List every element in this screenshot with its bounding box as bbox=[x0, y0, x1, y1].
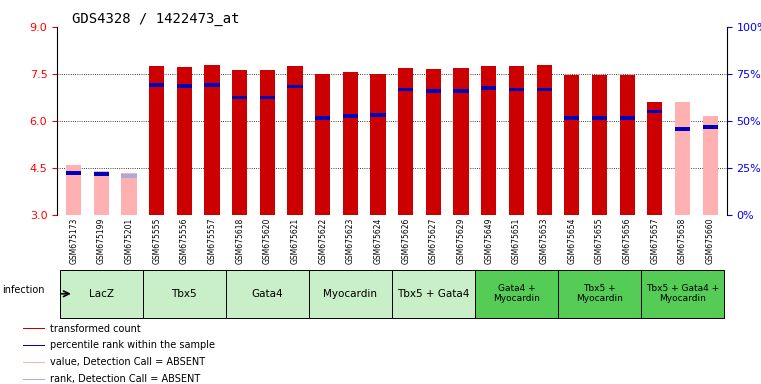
Bar bbox=[592, 116, 607, 120]
Bar bbox=[371, 113, 386, 117]
Bar bbox=[94, 172, 109, 176]
Bar bbox=[122, 173, 137, 215]
Bar bbox=[675, 127, 690, 131]
Bar bbox=[143, 270, 226, 318]
Text: LacZ: LacZ bbox=[89, 289, 114, 299]
Bar bbox=[641, 270, 724, 318]
Text: Gata4: Gata4 bbox=[252, 289, 283, 299]
Bar bbox=[675, 101, 690, 215]
Text: value, Detection Call = ABSENT: value, Detection Call = ABSENT bbox=[50, 358, 205, 367]
Bar bbox=[564, 116, 579, 120]
Bar bbox=[66, 165, 81, 215]
Text: GSM675621: GSM675621 bbox=[291, 218, 300, 264]
Bar bbox=[537, 88, 552, 91]
Text: GSM675556: GSM675556 bbox=[180, 218, 189, 264]
Text: Tbx5 +
Myocardin: Tbx5 + Myocardin bbox=[576, 284, 623, 303]
Bar bbox=[619, 75, 635, 215]
Text: GSM675622: GSM675622 bbox=[318, 218, 327, 264]
Bar bbox=[426, 89, 441, 93]
Text: Myocardin: Myocardin bbox=[323, 289, 377, 299]
Bar bbox=[66, 171, 81, 175]
Bar bbox=[342, 72, 358, 215]
Bar bbox=[23, 379, 45, 380]
Bar bbox=[260, 70, 275, 215]
Bar bbox=[315, 116, 330, 120]
Text: GSM675626: GSM675626 bbox=[401, 218, 410, 264]
Text: GSM675655: GSM675655 bbox=[595, 218, 604, 264]
Bar bbox=[371, 74, 386, 215]
Bar bbox=[288, 66, 303, 215]
Text: GSM675656: GSM675656 bbox=[622, 218, 632, 264]
Text: Tbx5 + Gata4 +
Myocardin: Tbx5 + Gata4 + Myocardin bbox=[646, 284, 719, 303]
Bar bbox=[309, 270, 392, 318]
Bar bbox=[454, 68, 469, 215]
Bar bbox=[94, 171, 109, 215]
Bar bbox=[481, 66, 496, 215]
Bar bbox=[60, 270, 143, 318]
Text: percentile rank within the sample: percentile rank within the sample bbox=[50, 341, 215, 351]
Bar bbox=[232, 96, 247, 99]
Text: GSM675623: GSM675623 bbox=[346, 218, 355, 264]
Bar bbox=[315, 74, 330, 215]
Bar bbox=[702, 125, 718, 129]
Text: GSM675658: GSM675658 bbox=[678, 218, 687, 264]
Bar bbox=[122, 174, 137, 178]
Bar bbox=[454, 89, 469, 93]
Bar bbox=[23, 362, 45, 363]
Bar bbox=[702, 116, 718, 215]
Bar bbox=[426, 69, 441, 215]
Text: Gata4 +
Myocardin: Gata4 + Myocardin bbox=[493, 284, 540, 303]
Text: rank, Detection Call = ABSENT: rank, Detection Call = ABSENT bbox=[50, 374, 200, 384]
Bar bbox=[205, 83, 220, 87]
Bar bbox=[509, 88, 524, 91]
Text: GSM675618: GSM675618 bbox=[235, 218, 244, 264]
Bar bbox=[398, 68, 413, 215]
Bar bbox=[177, 84, 192, 88]
Bar bbox=[205, 65, 220, 215]
Text: GSM675649: GSM675649 bbox=[484, 218, 493, 264]
Bar bbox=[260, 96, 275, 99]
Text: GSM675199: GSM675199 bbox=[97, 218, 106, 264]
Bar bbox=[481, 86, 496, 90]
Text: GSM675660: GSM675660 bbox=[705, 218, 715, 264]
Text: GSM675555: GSM675555 bbox=[152, 218, 161, 264]
Bar bbox=[537, 65, 552, 215]
Text: GSM675654: GSM675654 bbox=[567, 218, 576, 264]
Bar bbox=[342, 114, 358, 118]
Text: Tbx5: Tbx5 bbox=[171, 289, 197, 299]
Text: GSM675629: GSM675629 bbox=[457, 218, 466, 264]
Text: GSM675624: GSM675624 bbox=[374, 218, 383, 264]
Bar bbox=[149, 66, 164, 215]
Bar bbox=[647, 110, 662, 113]
Text: GSM675557: GSM675557 bbox=[208, 218, 217, 264]
Text: GDS4328 / 1422473_at: GDS4328 / 1422473_at bbox=[72, 12, 240, 25]
Bar bbox=[509, 66, 524, 215]
Text: GSM675657: GSM675657 bbox=[651, 218, 659, 264]
Text: GSM675201: GSM675201 bbox=[125, 218, 133, 264]
Text: GSM675173: GSM675173 bbox=[69, 218, 78, 264]
Text: GSM675620: GSM675620 bbox=[263, 218, 272, 264]
Text: infection: infection bbox=[2, 285, 45, 295]
Text: transformed count: transformed count bbox=[50, 323, 141, 334]
Bar bbox=[23, 328, 45, 329]
Text: Tbx5 + Gata4: Tbx5 + Gata4 bbox=[397, 289, 470, 299]
Bar bbox=[288, 84, 303, 88]
Bar bbox=[232, 70, 247, 215]
Bar bbox=[592, 76, 607, 215]
Bar bbox=[392, 270, 475, 318]
Bar bbox=[149, 83, 164, 87]
Text: GSM675627: GSM675627 bbox=[429, 218, 438, 264]
Text: GSM675651: GSM675651 bbox=[512, 218, 521, 264]
Bar bbox=[619, 116, 635, 120]
Bar bbox=[647, 102, 662, 215]
Bar bbox=[558, 270, 641, 318]
Bar bbox=[475, 270, 558, 318]
Bar bbox=[398, 88, 413, 91]
Bar bbox=[226, 270, 309, 318]
Bar bbox=[564, 76, 579, 215]
Bar bbox=[177, 67, 192, 215]
Text: GSM675653: GSM675653 bbox=[540, 218, 549, 264]
Bar bbox=[23, 345, 45, 346]
